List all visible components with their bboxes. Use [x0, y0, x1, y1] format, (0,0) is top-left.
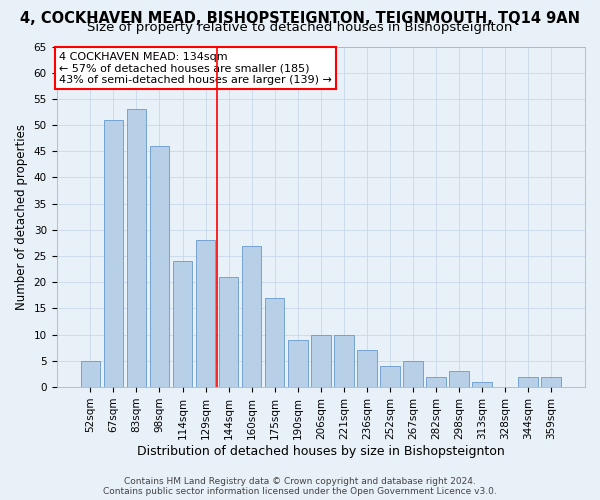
Bar	[380, 366, 400, 387]
Y-axis label: Number of detached properties: Number of detached properties	[15, 124, 28, 310]
Bar	[334, 334, 353, 387]
Text: 4, COCKHAVEN MEAD, BISHOPSTEIGNTON, TEIGNMOUTH, TQ14 9AN: 4, COCKHAVEN MEAD, BISHOPSTEIGNTON, TEIG…	[20, 11, 580, 26]
Bar	[242, 246, 262, 387]
Bar	[127, 110, 146, 387]
Text: Contains HM Land Registry data © Crown copyright and database right 2024.
Contai: Contains HM Land Registry data © Crown c…	[103, 476, 497, 496]
Bar	[80, 361, 100, 387]
Bar	[288, 340, 308, 387]
Bar	[449, 372, 469, 387]
X-axis label: Distribution of detached houses by size in Bishopsteignton: Distribution of detached houses by size …	[137, 444, 505, 458]
Text: Size of property relative to detached houses in Bishopsteignton: Size of property relative to detached ho…	[88, 21, 512, 34]
Bar	[472, 382, 492, 387]
Bar	[196, 240, 215, 387]
Bar	[426, 376, 446, 387]
Bar	[311, 334, 331, 387]
Bar	[541, 376, 561, 387]
Bar	[173, 262, 193, 387]
Text: 4 COCKHAVEN MEAD: 134sqm
← 57% of detached houses are smaller (185)
43% of semi-: 4 COCKHAVEN MEAD: 134sqm ← 57% of detach…	[59, 52, 332, 85]
Bar	[403, 361, 423, 387]
Bar	[357, 350, 377, 387]
Bar	[104, 120, 123, 387]
Bar	[518, 376, 538, 387]
Bar	[149, 146, 169, 387]
Bar	[265, 298, 284, 387]
Bar	[219, 277, 238, 387]
